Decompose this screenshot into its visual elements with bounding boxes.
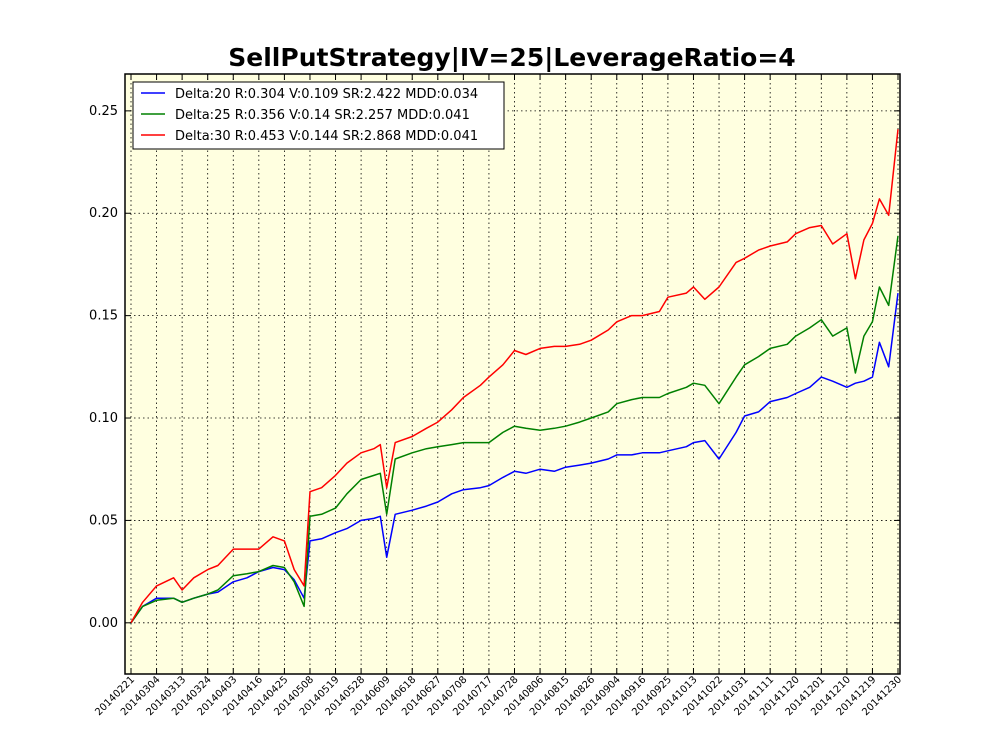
series-line (130, 235, 899, 624)
legend-label: Delta:20 R:0.304 V:0.109 SR:2.422 MDD:0.… (175, 87, 478, 102)
series-line (130, 293, 899, 624)
grid (125, 74, 900, 674)
legend-label: Delta:30 R:0.453 V:0.144 SR:2.868 MDD:0.… (175, 129, 478, 144)
plot-area (125, 74, 900, 674)
y-tick-label: 0.10 (89, 411, 118, 426)
series-lines (130, 129, 899, 624)
legend-box (132, 81, 505, 150)
plot-frame (124, 73, 901, 675)
y-tick-label: 0.05 (89, 513, 118, 528)
y-tick-label: 0.15 (89, 309, 118, 324)
series-line (130, 129, 899, 624)
y-tick-label: 0.20 (89, 206, 118, 221)
y-tick-label: 0.00 (89, 616, 118, 631)
legend: Delta:20 R:0.304 V:0.109 SR:2.422 MDD:0.… (132, 81, 505, 150)
chart-title: SellPutStrategy|IV=25|LeverageRatio=4 (228, 43, 795, 72)
y-tick-label: 0.25 (89, 104, 118, 119)
legend-label: Delta:25 R:0.356 V:0.14 SR:2.257 MDD:0.0… (175, 108, 470, 123)
